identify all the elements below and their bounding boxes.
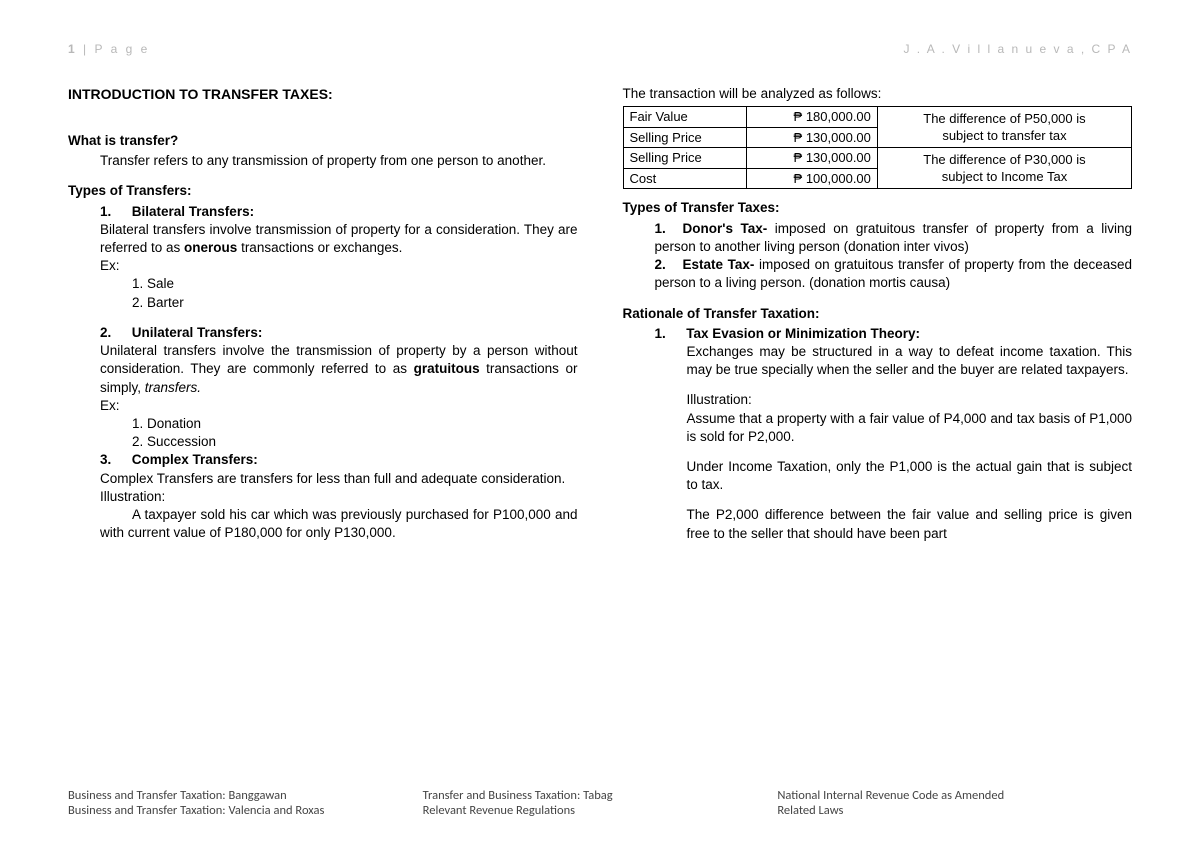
cell-label: Selling Price	[623, 148, 747, 169]
tax-type1-title: Donor's Tax-	[683, 221, 768, 236]
type1-body: Bilateral transfers involve transmission…	[68, 221, 578, 257]
analysis-intro: The transaction will be analyzed as foll…	[623, 85, 1133, 103]
type2-ex1: 1. Donation	[68, 415, 578, 433]
type1-title: Bilateral Transfers:	[132, 204, 254, 219]
page-label: P a g e	[94, 42, 149, 56]
right-column: The transaction will be analyzed as foll…	[623, 85, 1133, 543]
rationale-heading: Rationale of Transfer Taxation:	[623, 305, 1133, 323]
type1-head: 1. Bilateral Transfers:	[68, 203, 578, 221]
page-divider: |	[83, 42, 94, 56]
footer-col1: Business and Transfer Taxation: Banggawa…	[68, 788, 423, 818]
cell-amount: ₱ 100,000.00	[747, 168, 878, 189]
type1-body-b: transactions or exchanges.	[237, 240, 402, 255]
tax-types-heading: Types of Transfer Taxes:	[623, 199, 1133, 217]
rat1-title: Tax Evasion or Minimization Theory:	[686, 326, 920, 341]
type2-body: Unilateral transfers involve the transmi…	[68, 342, 578, 397]
what-heading: What is transfer?	[68, 132, 578, 150]
type3-body: Complex Transfers are transfers for less…	[68, 470, 578, 488]
type1-ex1: 1. Sale	[68, 275, 578, 293]
tax-type2: 2.Estate Tax- imposed on gratuitous tran…	[623, 256, 1133, 292]
page-header: 1 | P a g e J . A . V i l l a n u e v a …	[68, 42, 1132, 56]
note-line1: The difference of P30,000 is	[923, 152, 1085, 167]
type3-illus-label: Illustration:	[68, 488, 578, 506]
cell-amount: ₱ 130,000.00	[747, 148, 878, 169]
cell-note: The difference of P50,000 is subject to …	[877, 107, 1131, 148]
footer-col3: National Internal Revenue Code as Amende…	[777, 788, 1132, 818]
cell-amount: ₱ 130,000.00	[747, 127, 878, 148]
page-footer: Business and Transfer Taxation: Banggawa…	[68, 788, 1132, 818]
type3-num: 3.	[100, 451, 128, 469]
footer-col2: Transfer and Business Taxation: Tabag Re…	[423, 788, 778, 818]
footer-ref: Related Laws	[777, 803, 1132, 818]
note-line2: subject to Income Tax	[942, 169, 1068, 184]
tax-type1: 1.Donor's Tax- imposed on gratuitous tra…	[623, 220, 1133, 256]
page-number: 1 | P a g e	[68, 42, 150, 56]
cell-amount: ₱ 180,000.00	[747, 107, 878, 128]
author-name: J . A . V i l l a n u e v a , C P A	[903, 42, 1132, 56]
type1-ex2: 2. Barter	[68, 294, 578, 312]
page-num-digit: 1	[68, 42, 77, 56]
type2-body-bold: gratuitous	[414, 361, 480, 376]
type3-head: 3. Complex Transfers:	[68, 451, 578, 469]
table-row: Selling Price ₱ 130,000.00 The differenc…	[623, 148, 1132, 169]
rat1-p2: Under Income Taxation, only the P1,000 i…	[623, 458, 1133, 494]
type3-title: Complex Transfers:	[132, 452, 258, 467]
tax-type1-num: 1.	[655, 220, 683, 238]
footer-ref: Business and Transfer Taxation: Banggawa…	[68, 788, 423, 803]
type2-head: 2. Unilateral Transfers:	[68, 324, 578, 342]
type1-ex-label: Ex:	[68, 257, 578, 275]
tax-type2-title: Estate Tax-	[683, 257, 755, 272]
rat1-body: Exchanges may be structured in a way to …	[623, 343, 1133, 379]
footer-ref: National Internal Revenue Code as Amende…	[777, 788, 1132, 803]
type2-num: 2.	[100, 324, 128, 342]
analysis-table: Fair Value ₱ 180,000.00 The difference o…	[623, 106, 1133, 189]
left-column: INTRODUCTION TO TRANSFER TAXES: What is …	[68, 85, 578, 543]
type2-ex2: 2. Succession	[68, 433, 578, 451]
type2-title: Unilateral Transfers:	[132, 325, 263, 340]
note-line2: subject to transfer tax	[942, 128, 1066, 143]
type2-ex-label: Ex:	[68, 397, 578, 415]
tax-type2-num: 2.	[655, 256, 683, 274]
types-heading: Types of Transfers:	[68, 182, 578, 200]
doc-title: INTRODUCTION TO TRANSFER TAXES:	[68, 85, 578, 104]
footer-ref: Transfer and Business Taxation: Tabag	[423, 788, 778, 803]
rat1-num: 1.	[655, 325, 683, 343]
rat1-p3: The P2,000 difference between the fair v…	[623, 506, 1133, 542]
note-line1: The difference of P50,000 is	[923, 111, 1085, 126]
cell-label: Fair Value	[623, 107, 747, 128]
footer-ref: Relevant Revenue Regulations	[423, 803, 778, 818]
cell-label: Selling Price	[623, 127, 747, 148]
rat1-illus: Assume that a property with a fair value…	[623, 410, 1133, 446]
footer-ref: Business and Transfer Taxation: Valencia…	[68, 803, 423, 818]
content-columns: INTRODUCTION TO TRANSFER TAXES: What is …	[68, 85, 1132, 543]
type3-illus: A taxpayer sold his car which was previo…	[68, 506, 578, 542]
table-row: Fair Value ₱ 180,000.00 The difference o…	[623, 107, 1132, 128]
type1-body-bold: onerous	[184, 240, 237, 255]
cell-label: Cost	[623, 168, 747, 189]
type2-body-ital: transfers.	[145, 380, 201, 395]
rat1-head: 1. Tax Evasion or Minimization Theory:	[623, 325, 1133, 343]
cell-note: The difference of P30,000 is subject to …	[877, 148, 1131, 189]
rat1-illus-label: Illustration:	[623, 391, 1133, 409]
what-body: Transfer refers to any transmission of p…	[68, 152, 578, 170]
type1-num: 1.	[100, 203, 128, 221]
